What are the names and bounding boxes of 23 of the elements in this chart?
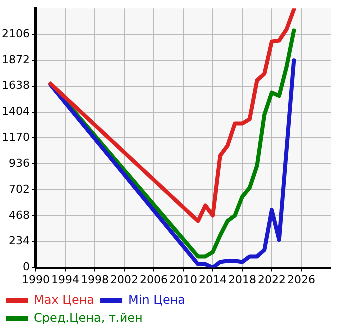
- x-tick-label: 2010: [169, 273, 198, 286]
- y-tick-label: 0: [22, 260, 30, 274]
- y-tick-label: 936: [8, 156, 30, 170]
- x-tick-label: 2018: [228, 273, 256, 286]
- legend-label: Max Цена: [34, 293, 95, 308]
- legend-label: Сред.Цена, т.йен: [34, 311, 143, 326]
- x-tick-label: 2006: [140, 273, 168, 286]
- y-tick-label: 234: [8, 234, 30, 248]
- y-tick-label: 2106: [2, 27, 30, 40]
- legend-label: Min Цена: [128, 293, 186, 308]
- x-tick-label: 2014: [199, 273, 227, 286]
- x-tick-label: 2026: [288, 273, 316, 286]
- y-tick-label: 1170: [2, 131, 30, 144]
- y-tick-label: 1872: [2, 53, 30, 66]
- x-tick-label: 2022: [258, 273, 286, 286]
- y-tick-label: 1404: [2, 105, 30, 118]
- x-tick-label: 1998: [80, 273, 109, 286]
- x-tick-label: 1990: [22, 273, 50, 286]
- x-tick-label: 1994: [51, 273, 80, 286]
- y-tick-label: 1638: [2, 79, 30, 92]
- y-tick-label: 468: [8, 208, 30, 222]
- x-tick-label: 2002: [110, 273, 138, 286]
- y-tick-label: 702: [8, 182, 30, 196]
